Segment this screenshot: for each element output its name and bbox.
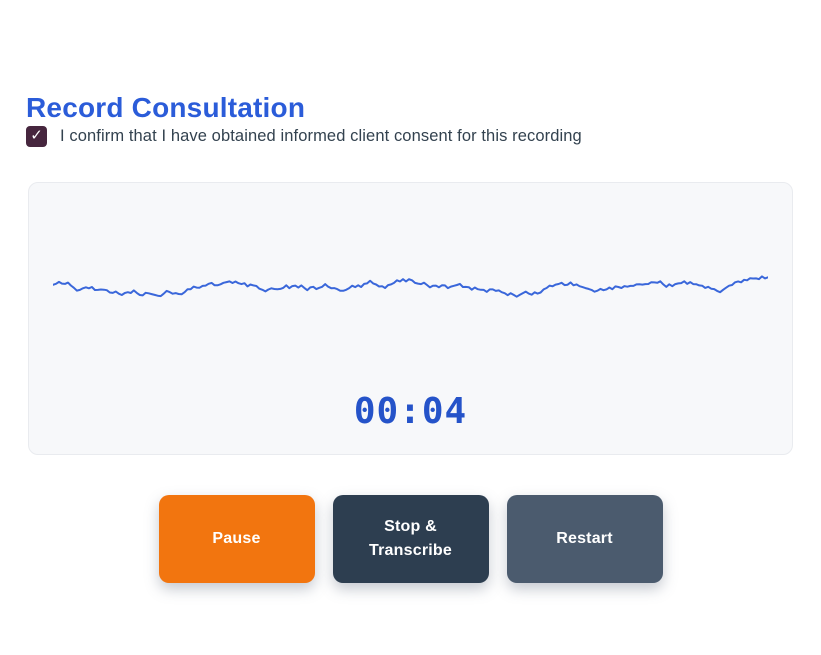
audio-waveform [53,256,768,316]
recording-controls: Pause Stop & Transcribe Restart [0,495,821,583]
consent-checkbox-row[interactable]: ✓ I confirm that I have obtained informe… [26,126,582,147]
waveform-icon [53,275,768,298]
recording-timer: 00:04 [353,391,468,432]
recording-panel: 00:04 [28,182,793,455]
check-icon: ✓ [30,127,43,144]
consent-label[interactable]: I confirm that I have obtained informed … [60,127,582,145]
consent-checkbox[interactable]: ✓ [26,126,47,147]
stop-transcribe-button[interactable]: Stop & Transcribe [332,495,489,583]
page-title: Record Consultation [26,91,306,123]
restart-button[interactable]: Restart [506,495,663,583]
pause-button[interactable]: Pause [158,495,315,583]
